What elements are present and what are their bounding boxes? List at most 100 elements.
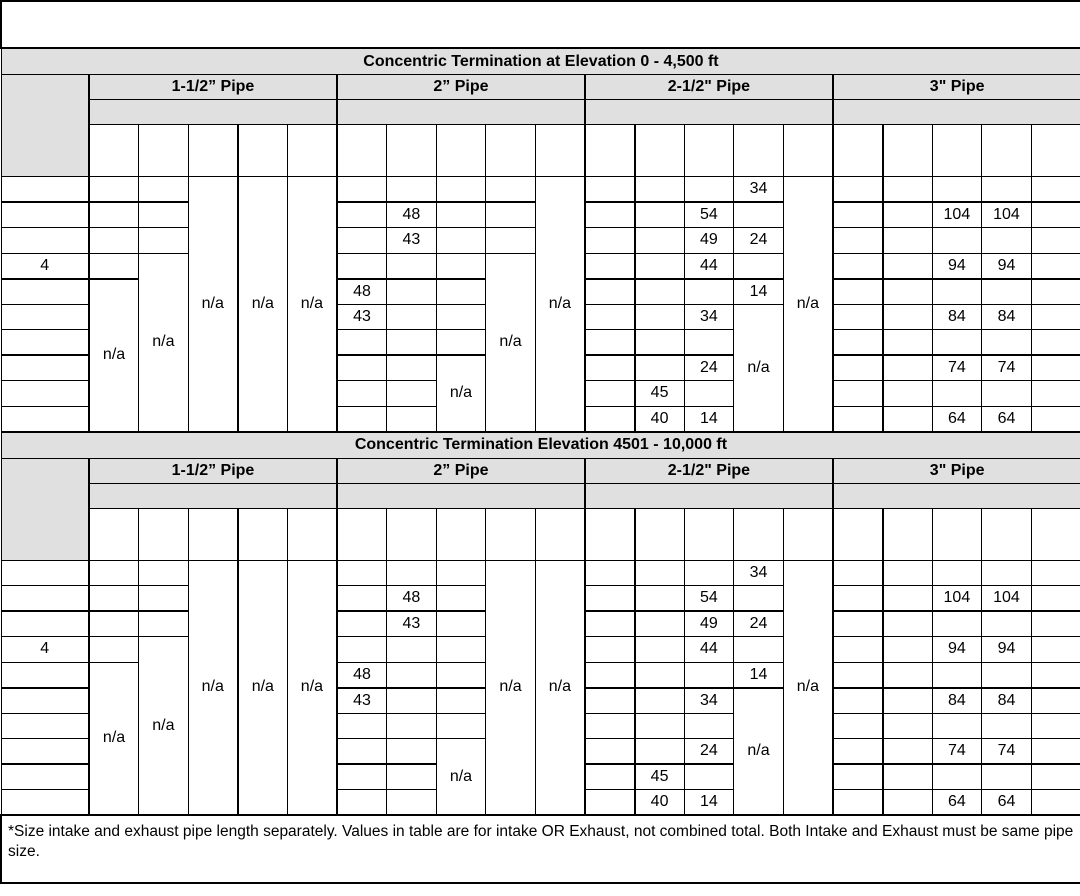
value-cell <box>881 585 933 612</box>
value-cell <box>733 636 784 663</box>
row-label-cell: 4 <box>0 252 90 280</box>
column-header-cell <box>683 124 735 177</box>
value-cell <box>1030 278 1080 305</box>
row-label-cell <box>0 763 90 790</box>
value-cell <box>435 661 487 689</box>
column-header-cell <box>583 124 636 177</box>
value-cell: 40 <box>633 789 685 816</box>
value-cell: n/a <box>286 559 338 816</box>
value-cell <box>981 559 1032 586</box>
value-cell: 84 <box>931 687 983 714</box>
column-header-cell <box>633 124 685 177</box>
value-cell <box>633 329 685 356</box>
value-cell: n/a <box>138 252 189 432</box>
footnote-row: *Size intake and exhaust pipe length sep… <box>0 814 1080 884</box>
value-cell: 45 <box>633 763 685 790</box>
value-cell <box>831 405 883 432</box>
value-cell <box>583 610 636 637</box>
value-cell <box>485 201 536 228</box>
value-cell <box>881 559 933 586</box>
row-label-cell <box>0 610 90 637</box>
value-cell: 48 <box>335 661 388 689</box>
pipe-size-header: 2” Pipe <box>335 74 586 100</box>
table-row: 40 14 64 64 <box>0 789 1080 816</box>
value-cell <box>931 227 983 254</box>
value-cell <box>733 252 784 280</box>
value-cell <box>583 636 636 663</box>
value-cell <box>881 636 933 663</box>
value-cell <box>583 559 636 586</box>
column-header-cell <box>981 124 1032 177</box>
value-cell <box>386 789 437 816</box>
section-title: Concentric Termination at Elevation 0 - … <box>0 47 1080 75</box>
column-header-cell <box>187 124 239 177</box>
value-cell <box>1030 661 1080 689</box>
value-cell: 43 <box>335 303 388 330</box>
value-cell <box>335 354 388 381</box>
column-header-cell <box>138 507 189 561</box>
value-cell: 48 <box>386 201 437 228</box>
value-cell <box>386 559 437 586</box>
value-cell <box>435 201 487 228</box>
column-header-row <box>1 124 1080 177</box>
row-label-cell <box>0 227 90 254</box>
value-cell <box>633 227 685 254</box>
value-cell: 48 <box>386 585 437 612</box>
value-cell <box>881 303 933 330</box>
value-cell <box>683 176 735 203</box>
value-cell <box>881 329 933 356</box>
value-cell: 94 <box>981 636 1032 663</box>
value-cell: 64 <box>931 405 983 432</box>
value-cell <box>1030 585 1080 612</box>
column-header-cell <box>1030 124 1080 177</box>
value-cell: 34 <box>683 303 735 330</box>
value-cell <box>931 712 983 739</box>
value-cell <box>435 252 487 280</box>
value-cell <box>583 712 636 739</box>
value-cell: n/a <box>534 559 586 816</box>
value-cell <box>88 610 140 637</box>
value-cell <box>583 738 636 765</box>
row-label-cell <box>0 176 90 203</box>
pipe-size-header: 1-1/2” Pipe <box>88 74 338 100</box>
subheader-cell <box>88 482 338 509</box>
value-cell <box>138 610 189 637</box>
value-cell <box>138 585 189 612</box>
value-cell <box>1030 380 1080 407</box>
value-cell <box>335 712 388 739</box>
value-cell: 34 <box>683 687 735 714</box>
value-cell <box>386 661 437 689</box>
column-header-cell <box>286 507 338 561</box>
row-label-cell <box>0 201 90 228</box>
value-cell <box>583 585 636 612</box>
value-cell <box>335 636 388 663</box>
section-title-row: Concentric Termination at Elevation 0 - … <box>0 47 1080 75</box>
row-label-cell <box>0 559 90 586</box>
value-cell <box>1030 354 1080 381</box>
value-cell: 43 <box>386 227 437 254</box>
value-cell <box>583 303 636 330</box>
value-cell <box>386 712 437 739</box>
table-row: 43 34 n/a 84 84 <box>0 687 1080 816</box>
value-cell: 34 <box>733 176 784 203</box>
row-label-cell <box>0 278 90 305</box>
value-cell <box>386 405 437 432</box>
value-cell: 40 <box>633 405 685 432</box>
value-cell: 104 <box>981 585 1032 612</box>
value-cell <box>831 201 883 228</box>
value-cell <box>386 176 437 203</box>
table-row <box>0 329 1080 356</box>
value-cell: n/a <box>187 559 239 816</box>
value-cell <box>335 227 388 254</box>
value-cell <box>138 201 189 228</box>
value-cell <box>386 329 437 356</box>
value-cell <box>485 227 536 254</box>
corner-header-cell <box>0 74 90 177</box>
value-cell <box>931 380 983 407</box>
row-label-cell <box>0 329 90 356</box>
value-cell <box>881 227 933 254</box>
value-cell: 74 <box>981 354 1032 381</box>
value-cell <box>583 763 636 790</box>
value-cell <box>831 712 883 739</box>
